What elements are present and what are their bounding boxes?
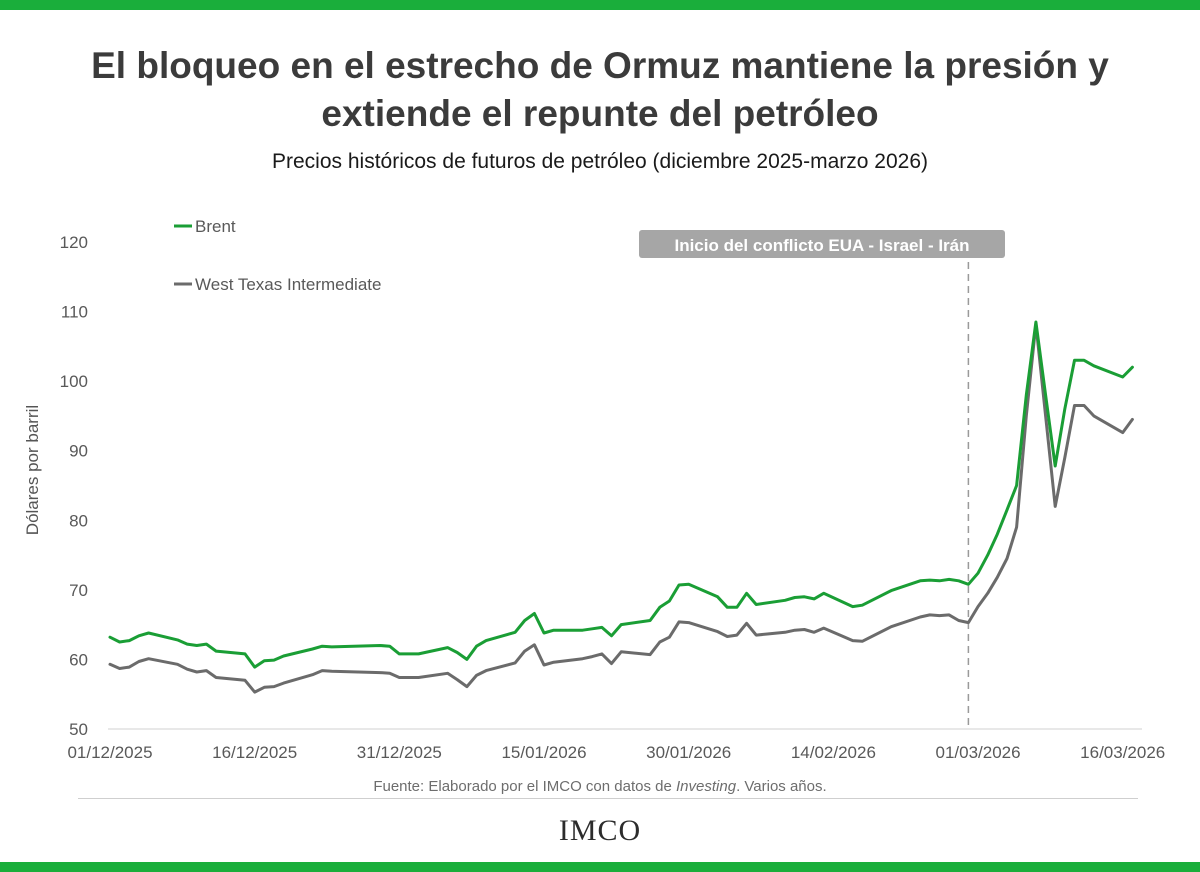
x-tick-label: 30/01/2026 [646,743,731,762]
y-tick-label: 50 [69,720,88,739]
y-tick-label: 60 [69,650,88,669]
logo-text: IMCO [558,814,642,847]
y-tick-label: 70 [69,581,88,600]
annotation-box [639,230,1005,258]
legend-label-brent: Brent [195,217,236,236]
source-suffix: . Varios años. [736,778,827,795]
x-tick-label: 01/03/2026 [935,743,1020,762]
x-tick-label: 16/03/2026 [1080,743,1165,762]
x-tick-label: 15/01/2026 [501,743,586,762]
x-tick-label: 31/12/2025 [357,743,442,762]
y-tick-label: 80 [69,511,88,530]
bottom-accent-bar [0,862,1200,872]
source-italic: Investing [676,778,737,795]
wti-series-line [108,322,1134,694]
y-tick-label: 90 [69,442,88,461]
x-tick-label: 14/02/2026 [791,743,876,762]
footer-divider [78,798,1138,799]
x-tick-label: 01/12/2025 [67,743,152,762]
y-tick-label: 110 [61,303,88,322]
brent-series-line [108,320,1134,669]
x-tick-label: 16/12/2025 [212,743,297,762]
chart-title-line-2: extiende el repunte del petróleo [321,93,879,134]
imco-logo: IMCO [540,814,660,848]
top-accent-bar [0,0,1200,10]
legend-label-wti: West Texas Intermediate [195,275,381,294]
chart-subtitle: Precios históricos de futuros de petróle… [272,150,928,173]
annotation-label: Inicio del conflicto EUA - Israel - Irán [674,236,969,255]
chart-title-line-1: El bloqueo en el estrecho de Ormuz manti… [91,45,1109,86]
source-note: Fuente: Elaborado por el IMCO con datos … [0,778,1200,795]
y-tick-label: 120 [60,233,88,252]
source-prefix: Fuente: Elaborado por el IMCO con datos … [373,778,677,795]
y-tick-label: 100 [60,372,88,391]
chart-title: El bloqueo en el estrecho de Ormuz manti… [20,42,1180,138]
